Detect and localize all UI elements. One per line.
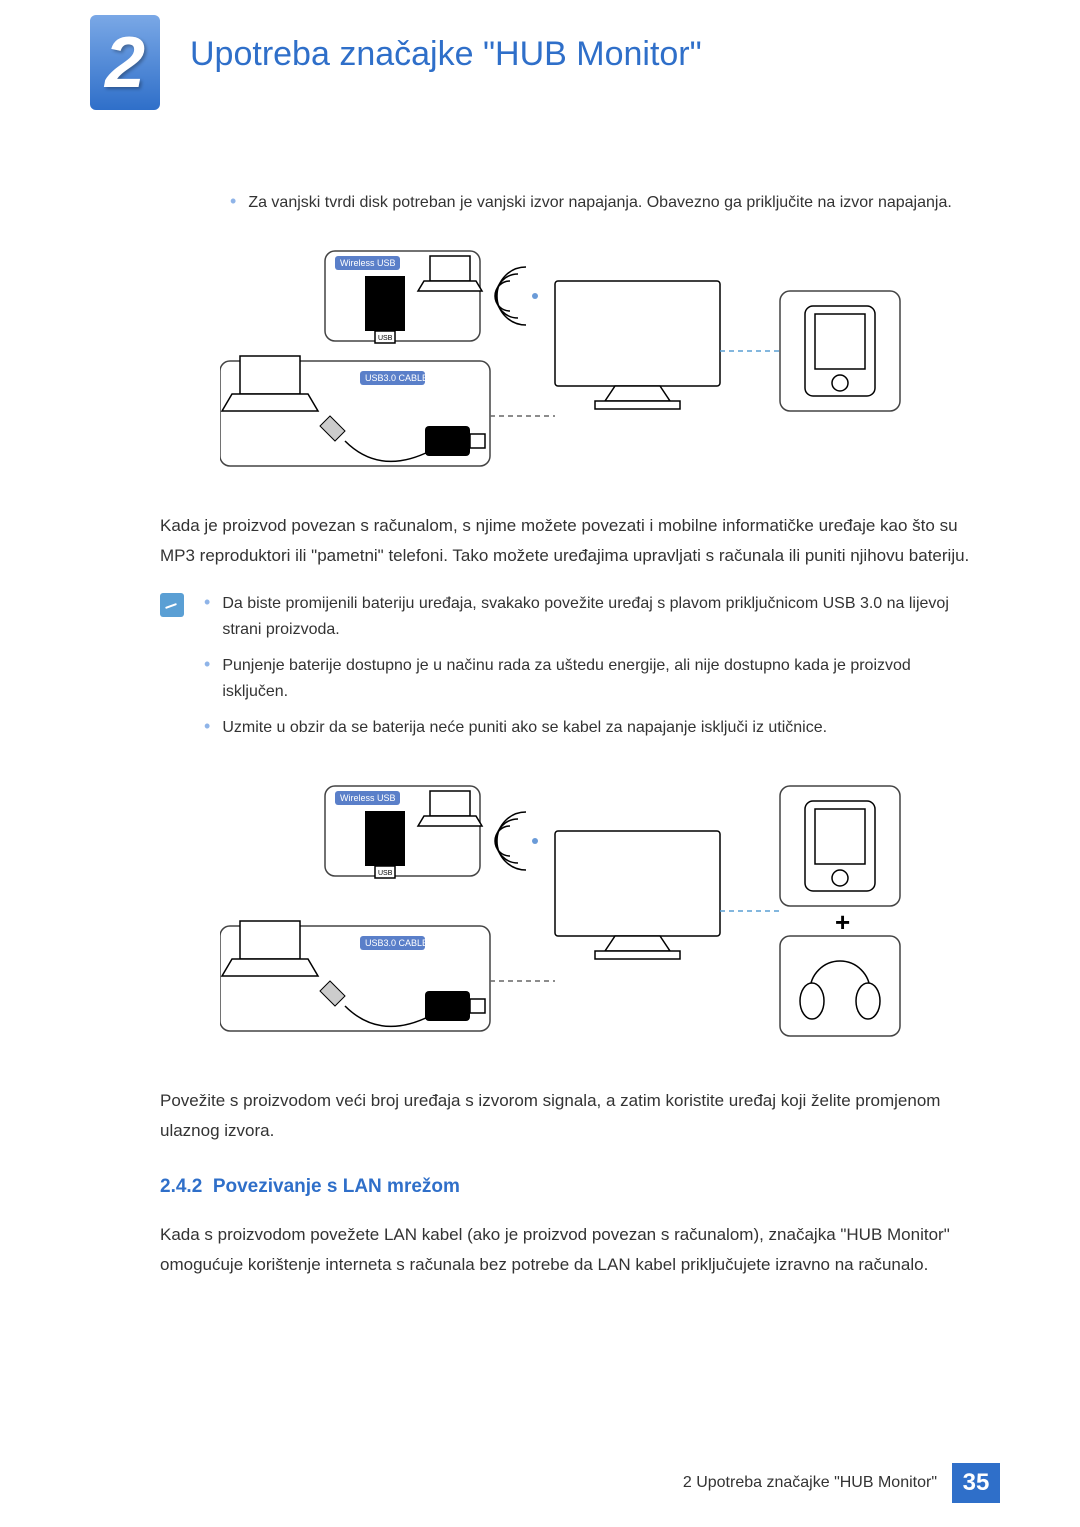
bullet-text: Za vanjski tvrdi disk potreban je vanjsk… <box>248 190 951 216</box>
usb3-cable-label: USB3.0 CABLE <box>365 373 428 383</box>
note-text: Uzmite u obzir da se baterija neće punit… <box>222 715 827 741</box>
usb3-cable-label: USB3.0 CABLE <box>365 938 428 948</box>
page-number: 35 <box>952 1463 1000 1503</box>
bullet-item: • Za vanjski tvrdi disk potreban je vanj… <box>230 190 980 216</box>
section-heading: 2.4.2 Povezivanje s LAN mrežom <box>160 1176 980 1198</box>
chapter-title: Upotreba značajke "HUB Monitor" <box>190 35 702 74</box>
chapter-badge: 2 <box>90 15 160 110</box>
usb-port-label: USB <box>378 335 393 342</box>
wireless-icon <box>495 812 538 870</box>
note-icon <box>160 593 184 617</box>
bullet-dot-icon: • <box>204 715 210 737</box>
note-item: • Uzmite u obzir da se baterija neće pun… <box>204 715 980 741</box>
connection-diagram-2: Wireless USB USB USB3.0 CABLE <box>220 776 980 1051</box>
paragraph-3: Kada s proizvodom povežete LAN kabel (ak… <box>160 1220 980 1280</box>
bullet-dot-icon: • <box>204 653 210 675</box>
footer-text: 2 Upotreba značajke "HUB Monitor" <box>683 1474 937 1492</box>
note-item: • Da biste promijenili bateriju uređaja,… <box>204 591 980 643</box>
headphones-icon <box>800 961 880 1019</box>
chapter-number: 2 <box>105 22 145 104</box>
plus-icon: + <box>835 907 850 937</box>
bullet-dot-icon: • <box>230 190 236 212</box>
section-title: Povezivanje s LAN mrežom <box>213 1176 460 1197</box>
bullet-dot-icon: • <box>204 591 210 613</box>
usb-port-label: USB <box>378 870 393 877</box>
note-block: • Da biste promijenili bateriju uređaja,… <box>160 591 980 751</box>
note-text: Punjenje baterije dostupno je u načinu r… <box>222 653 980 705</box>
page-footer: 2 Upotreba značajke "HUB Monitor" 35 <box>683 1463 1000 1503</box>
connection-diagram-1: Wireless USB USB USB3.0 CABLE <box>220 241 980 476</box>
wireless-usb-label: Wireless USB <box>340 793 396 803</box>
wireless-icon <box>495 267 538 325</box>
section-number: 2.4.2 <box>160 1176 202 1197</box>
paragraph-1: Kada je proizvod povezan s računalom, s … <box>160 511 980 571</box>
page-content: • Za vanjski tvrdi disk potreban je vanj… <box>160 190 980 1300</box>
note-item: • Punjenje baterije dostupno je u načinu… <box>204 653 980 705</box>
wireless-usb-label: Wireless USB <box>340 258 396 268</box>
paragraph-2: Povežite s proizvodom veći broj uređaja … <box>160 1086 980 1146</box>
note-text: Da biste promijenili bateriju uređaja, s… <box>222 591 980 643</box>
